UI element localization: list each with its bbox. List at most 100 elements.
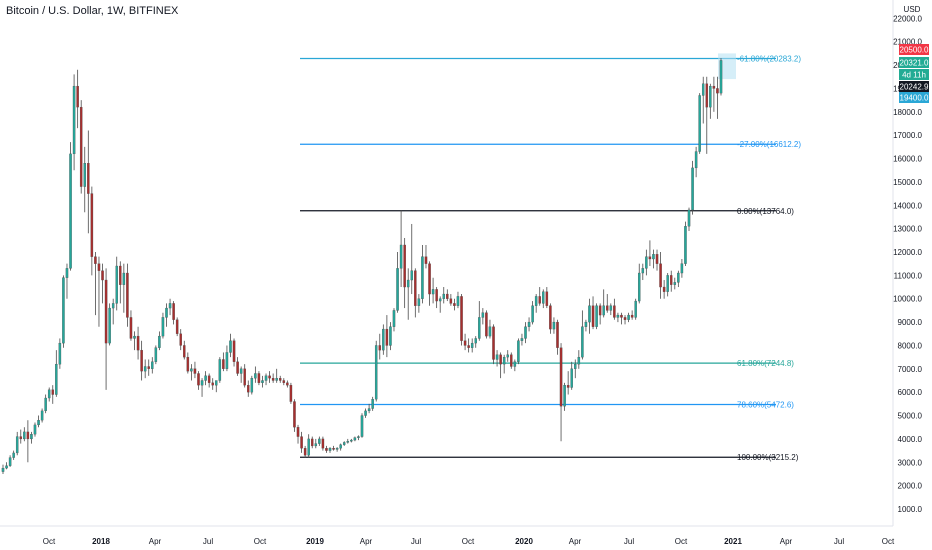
candle-body <box>350 439 353 442</box>
fib-level-label: -61.80%(20283.2) <box>737 54 801 63</box>
candle-body <box>207 375 211 383</box>
candle-body <box>101 270 104 281</box>
candle-body <box>470 342 474 348</box>
time-tick-label: 2018 <box>92 537 110 546</box>
candle-body <box>5 465 8 469</box>
candle-body <box>275 378 278 381</box>
candle-body <box>108 307 111 344</box>
candle-body <box>446 293 449 299</box>
fib-level-label: 100.00%(3215.2) <box>737 453 799 462</box>
candle-body <box>680 263 684 274</box>
candle-body <box>321 438 325 449</box>
candle-body <box>250 378 254 393</box>
candle-body <box>44 397 47 412</box>
price-tick-label: 10000.0 <box>893 295 922 304</box>
candle-body <box>701 83 705 96</box>
candle-body <box>581 326 584 358</box>
fib-level-label: -27.00%(16612.2) <box>737 140 801 149</box>
candle-body <box>143 366 147 372</box>
candle-body <box>485 312 488 337</box>
price-tick-label: 17000.0 <box>893 131 922 140</box>
candle-body <box>385 328 389 346</box>
target-zone-box <box>718 53 736 80</box>
candle-body <box>513 361 517 367</box>
candle-body <box>520 338 524 341</box>
candle-body <box>542 291 545 304</box>
candle-body <box>534 296 538 306</box>
candle-body <box>659 263 662 288</box>
candle-body <box>271 378 275 381</box>
candle-body <box>8 457 12 466</box>
candle-body <box>79 106 83 187</box>
candle-body <box>609 305 613 311</box>
time-tick-label: 2019 <box>306 537 324 546</box>
candle-body <box>574 363 577 369</box>
price-tick-label: 9000.0 <box>898 318 923 327</box>
candle-body <box>183 345 186 358</box>
candle-body <box>641 268 645 274</box>
candle-body <box>282 380 286 383</box>
candle-body <box>158 335 161 348</box>
candle-body <box>211 382 214 386</box>
candle-body <box>666 275 669 292</box>
candle-body <box>669 275 673 285</box>
candle-body <box>165 307 168 318</box>
time-tick-label: Apr <box>360 537 373 546</box>
candle-body <box>538 296 541 304</box>
candle-body <box>414 270 417 306</box>
time-tick-label: 2021 <box>724 537 742 546</box>
candle-body <box>278 378 282 381</box>
candle-body <box>492 326 495 360</box>
candle-body <box>286 382 289 386</box>
candle-body <box>453 303 456 306</box>
candle-body <box>268 375 271 379</box>
candle-body <box>51 389 55 395</box>
price-tick-label: 11000.0 <box>894 271 923 280</box>
candle-body <box>481 312 485 318</box>
candles <box>1 58 723 474</box>
candle-body <box>662 286 666 292</box>
candle-body <box>591 305 595 327</box>
candle-body <box>620 314 623 318</box>
candle-body <box>456 296 460 306</box>
candle-body <box>218 359 222 381</box>
candle-body <box>588 305 591 323</box>
candle-body <box>630 314 634 318</box>
price-tick-label: 3000.0 <box>898 458 923 467</box>
candle-body <box>424 256 428 264</box>
candle-body <box>709 85 712 108</box>
time-tick-label: Apr <box>149 537 162 546</box>
candle-body <box>179 333 182 346</box>
candle-body <box>716 88 719 94</box>
candle-body <box>623 317 627 320</box>
candle-body <box>488 326 492 337</box>
candle-body <box>55 363 58 395</box>
time-axis[interactable]: Oct 2018 Apr Jul Oct 2019 Apr Jul Oct 2020 Apr Jul O… <box>0 525 895 546</box>
candle-body <box>247 385 250 393</box>
candle-body <box>346 441 350 443</box>
candle-body <box>655 254 659 264</box>
time-tick-label: Oct <box>882 537 895 546</box>
price-tick-label: 7000.0 <box>898 365 923 374</box>
candle-body <box>712 85 716 89</box>
candle-body <box>232 340 236 362</box>
price-badge-text: 4d 11h <box>902 71 926 80</box>
candle-body <box>342 442 346 445</box>
fib-level-label: 61.80%(7244.8) <box>737 359 794 368</box>
candle-body <box>204 375 207 381</box>
time-tick-label: Oct <box>675 537 688 546</box>
candle-body <box>687 209 691 227</box>
candle-body <box>12 452 15 458</box>
candle-body <box>648 256 652 260</box>
candle-body <box>1 467 5 472</box>
candle-body <box>598 305 602 316</box>
candle-body <box>236 361 239 374</box>
candle-body <box>495 354 499 360</box>
candle-body <box>584 321 588 327</box>
candle-body <box>552 321 556 330</box>
price-tick-label: 5000.0 <box>898 412 923 421</box>
candle-body <box>335 448 339 450</box>
candle-body <box>122 272 126 285</box>
candle-body <box>403 244 406 288</box>
